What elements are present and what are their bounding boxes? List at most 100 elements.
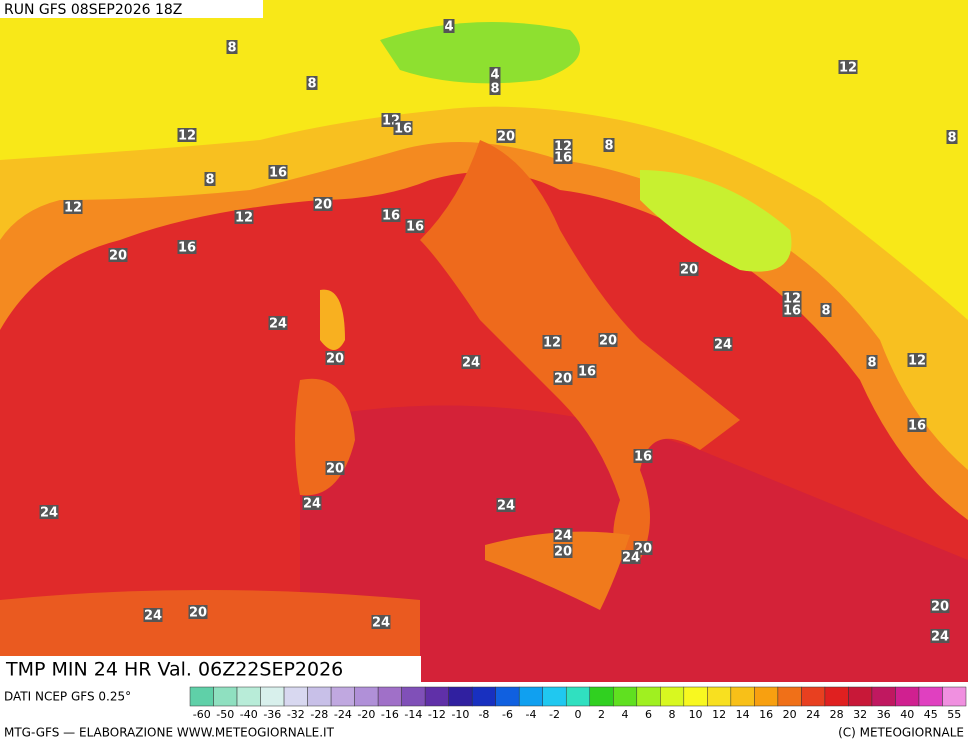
scale-label: 20	[783, 708, 797, 721]
credit-left: MTG-GFS — ELABORAZIONE WWW.METEOGIORNALE…	[4, 726, 335, 740]
scale-swatch	[330, 686, 355, 707]
scale-swatch	[730, 686, 755, 707]
label-box	[577, 364, 597, 378]
label-box	[489, 81, 501, 95]
label-box	[553, 528, 573, 542]
contour-label: 8	[490, 82, 499, 97]
scale-label: -14	[404, 708, 422, 721]
label-box	[393, 121, 413, 135]
scale-swatch	[260, 686, 285, 707]
contour-label: 24	[269, 317, 287, 332]
label-box	[553, 544, 573, 558]
contour-label: 16	[578, 365, 596, 380]
label-box	[907, 418, 927, 432]
label-box	[204, 172, 216, 186]
contour-label: 20	[680, 263, 698, 278]
contour-label: 8	[205, 173, 214, 188]
contour-label: 24	[144, 609, 162, 624]
label-box	[489, 67, 501, 81]
scale-swatch	[518, 686, 543, 707]
footer-box	[0, 656, 421, 683]
scale-label: 28	[830, 708, 844, 721]
scale-label: 55	[947, 708, 961, 721]
contour-label: 20	[109, 249, 127, 264]
label-box	[866, 355, 878, 369]
label-box	[633, 449, 653, 463]
map	[0, 0, 968, 682]
scale-swatch	[636, 686, 661, 707]
label-box	[268, 316, 288, 330]
scale-swatch	[495, 686, 520, 707]
scale-swatch	[824, 686, 849, 707]
corsica	[320, 289, 345, 350]
credit-right: (C) METEOGIORNALE	[838, 726, 964, 740]
scale-swatch	[401, 686, 426, 707]
scale-swatch	[542, 686, 567, 707]
scale-label: -2	[549, 708, 560, 721]
contour-label: 12	[543, 336, 561, 351]
contour-label: 8	[307, 77, 316, 92]
label-box	[63, 200, 83, 214]
scale-label: -24	[334, 708, 352, 721]
label-box	[188, 605, 208, 619]
scale-swatch	[236, 686, 261, 707]
scale-label: 40	[900, 708, 914, 721]
contour-label: 24	[931, 630, 949, 645]
scale-swatch	[589, 686, 614, 707]
contour-label: 20	[314, 198, 332, 213]
label-box	[679, 262, 699, 276]
label-box	[108, 248, 128, 262]
scale-swatch	[848, 686, 873, 707]
contour-label: 8	[604, 139, 613, 154]
scale-swatch	[777, 686, 802, 707]
scale-swatch	[683, 686, 708, 707]
label-box	[782, 291, 802, 305]
contour-label: 24	[554, 529, 572, 544]
scale-label: -20	[357, 708, 375, 721]
label-box	[177, 128, 197, 142]
contour-label: 16	[269, 166, 287, 181]
scale-swatch	[213, 686, 238, 707]
label-box	[381, 208, 401, 222]
contour-label: 16	[394, 122, 412, 137]
scale-label: 0	[575, 708, 582, 721]
contour-label: 20	[189, 606, 207, 621]
scale-label: 12	[712, 708, 726, 721]
contour-label: 12	[908, 354, 926, 369]
scale-label: 2	[598, 708, 605, 721]
scale-swatch	[918, 686, 943, 707]
contour-label: 8	[227, 41, 236, 56]
contour-label: 4	[490, 68, 499, 83]
scale-swatch	[707, 686, 732, 707]
scale-label: -36	[263, 708, 281, 721]
label-box	[542, 335, 562, 349]
scale-label: 10	[689, 708, 703, 721]
label-box	[325, 461, 345, 475]
header-box	[0, 0, 263, 18]
field-title: TMP MIN 24 HR Val. 06Z22SEP2026	[5, 659, 343, 681]
label-box	[177, 240, 197, 254]
scale-swatch	[471, 686, 496, 707]
contour-label: 12	[783, 292, 801, 307]
contour-label: 20	[554, 545, 572, 560]
scale-label: -32	[287, 708, 305, 721]
label-box	[39, 505, 59, 519]
label-box	[325, 351, 345, 365]
scale-label: 32	[853, 708, 867, 721]
scale-swatch	[660, 686, 685, 707]
scale-swatch	[565, 686, 591, 707]
label-box	[553, 139, 573, 153]
label-box	[553, 150, 573, 164]
scale-label: -12	[428, 708, 446, 721]
label-box	[306, 76, 318, 90]
scale-swatch	[189, 686, 214, 707]
scale-label: 6	[645, 708, 652, 721]
contour-label: 20	[554, 372, 572, 387]
label-box	[496, 129, 516, 143]
scale-label: -6	[502, 708, 513, 721]
run-title: RUN GFS 08SEP2026 18Z	[4, 2, 182, 18]
label-box	[405, 219, 425, 233]
contour-label: 16	[908, 419, 926, 434]
contour-label: 24	[40, 506, 58, 521]
contour-label: 24	[714, 338, 732, 353]
